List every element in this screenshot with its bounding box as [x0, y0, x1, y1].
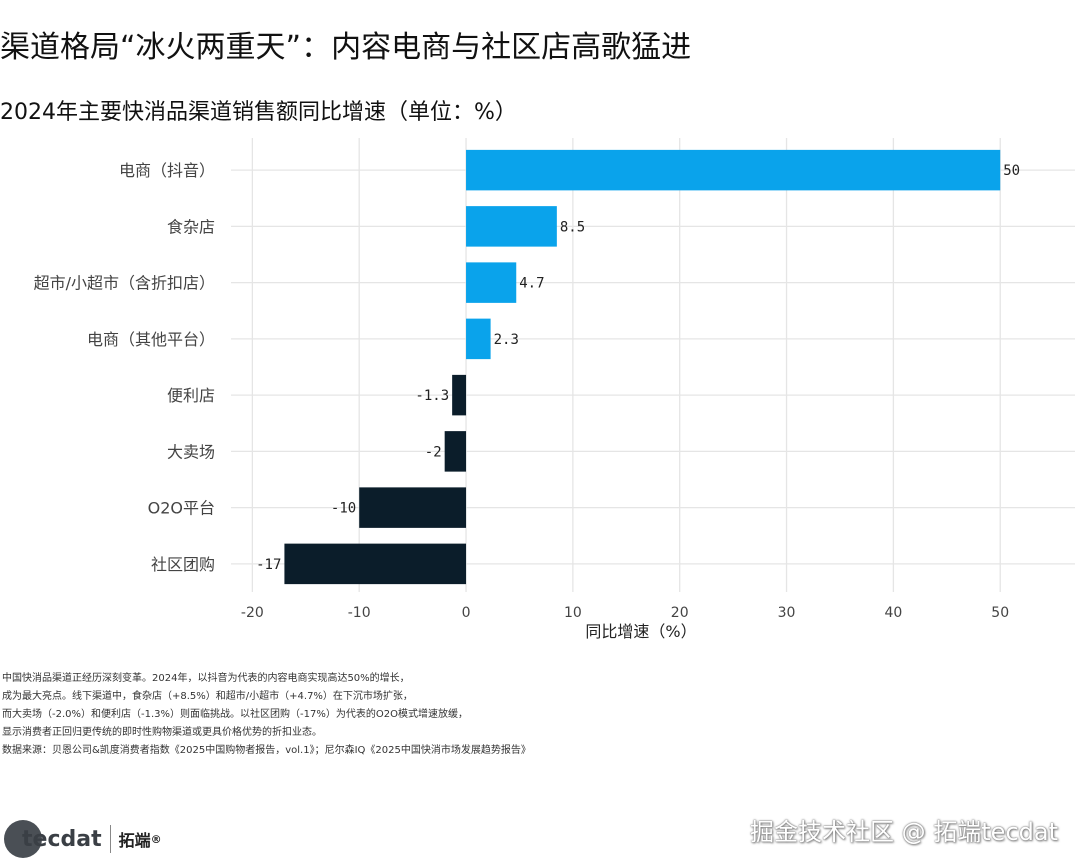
x-tick-label: 10 — [564, 605, 582, 621]
bar-value-label: 8.5 — [560, 219, 585, 235]
bar — [284, 543, 467, 585]
bar — [444, 431, 467, 472]
watermark: 掘金技术社区 @ 拓端tecdat — [750, 818, 1058, 846]
bar-value-label: 50 — [1003, 163, 1020, 179]
labels-layer: 50 8.5 4.7 2.3 -1.3 -2 -10 -17 — [256, 163, 1020, 573]
bar-value-label: -10 — [331, 501, 356, 517]
bar-value-label: -2 — [425, 444, 442, 460]
x-tick-label: 40 — [884, 605, 902, 621]
category-label: 电商（其他平台） — [87, 330, 215, 349]
logo-circle-icon — [4, 820, 42, 858]
bars-layer — [284, 149, 1001, 585]
logo-divider — [109, 825, 111, 853]
category-label: 便利店 — [167, 386, 215, 405]
bar — [466, 262, 517, 303]
x-axis-title: 同比增速（%） — [585, 622, 696, 641]
chart-subtitle: 2024年主要快消品渠道销售额同比增速（单位：%） — [0, 100, 517, 125]
main-title: 渠道格局“冰火两重天”：内容电商与社区店高歌猛进 — [0, 30, 692, 65]
logo-brand: tecdat — [22, 826, 102, 852]
category-label: 电商（抖音） — [119, 161, 215, 180]
bar-value-label: -17 — [256, 557, 281, 573]
bar-value-label: 4.7 — [519, 276, 544, 292]
bar — [466, 149, 1001, 191]
caption-line: 而大卖场（-2.0%）和便利店（-1.3%）则面临挑战。以社区团购（-17%）为… — [2, 709, 468, 720]
category-label: 食杂店 — [167, 217, 215, 236]
x-tick-label: -20 — [241, 605, 264, 621]
caption-source: 数据来源：贝恩公司&凯度消费者指数《2025中国购物者报告，vol.1》；尼尔森… — [2, 745, 531, 756]
bar-chart: 50 8.5 4.7 2.3 -1.3 -2 -10 -17 电商（抖音） 食杂店超市/小超市（… — [34, 138, 1075, 641]
category-label: 超市/小超市（含折扣店） — [34, 274, 215, 293]
grid-layer — [231, 138, 1075, 592]
category-label: 社区团购 — [151, 555, 215, 574]
caption-line: 中国快消品渠道正经历深刻变革。2024年，以抖音为代表的内容电商实现高达50%的… — [2, 673, 410, 684]
logo-registered-mark: ® — [150, 832, 162, 846]
bar — [452, 374, 467, 416]
bar — [466, 206, 557, 247]
tecdat-logo: tecdat 拓端 ® — [4, 820, 162, 858]
bar — [359, 487, 467, 528]
x-tick-label: -10 — [348, 605, 371, 621]
category-label: 大卖场 — [167, 442, 215, 461]
bar-value-label: 2.3 — [494, 332, 519, 348]
logo-cn: 拓端 — [118, 831, 151, 850]
x-tick-label: 50 — [991, 605, 1009, 621]
bar-value-label: -1.3 — [415, 388, 449, 404]
x-tick-label: 0 — [462, 605, 471, 621]
x-tick-label: 30 — [778, 605, 796, 621]
caption-line: 显示消费者正回归更传统的即时性购物渠道或更具价格优势的折扣业态。 — [2, 727, 322, 738]
bar — [466, 318, 491, 360]
x-tick-label: 20 — [671, 605, 689, 621]
caption-line: 成为最大亮点。线下渠道中，食杂店（+8.5%）和超市/小超市（+4.7%）在下沉… — [2, 691, 413, 702]
category-label: O2O平台 — [148, 499, 215, 518]
chart-caption: 中国快消品渠道正经历深刻变革。2024年，以抖音为代表的内容电商实现高达50%的… — [2, 670, 702, 760]
